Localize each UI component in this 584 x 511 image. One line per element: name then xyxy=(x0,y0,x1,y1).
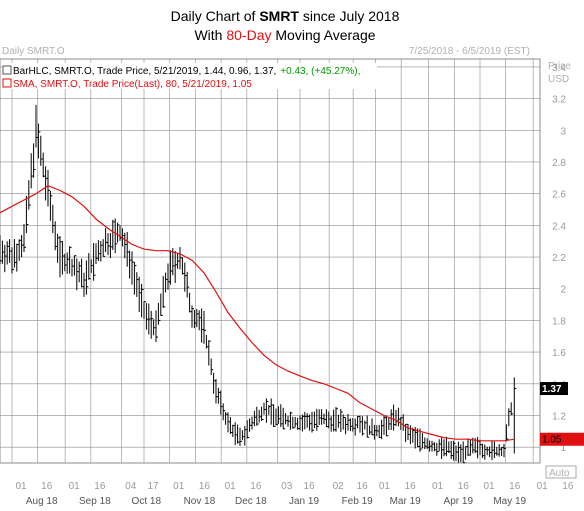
legend-bar-text: BarHLC, SMRT.O, Trade Price, 5/21/2019, … xyxy=(13,66,360,77)
x-month-label: Mar 19 xyxy=(390,496,422,507)
y-tick-label: 1 xyxy=(560,443,566,454)
last-price-tag xyxy=(540,382,568,396)
gridlines xyxy=(0,59,540,463)
y-tick-label: 2.6 xyxy=(552,190,566,201)
legend-bar-entry: BarHLC, SMRT.O, Trade Price, 5/21/2019, … xyxy=(2,65,360,77)
x-day-label: 01 xyxy=(379,481,391,492)
x-day-label: 16 xyxy=(357,481,369,492)
x-day-label: 03 xyxy=(281,481,293,492)
y-tick-label: 2.4 xyxy=(552,221,566,232)
plot-frame xyxy=(0,58,541,464)
x-day-label: 01 xyxy=(15,481,27,492)
legend-sma-text: SMA, SMRT.O, Trade Price(Last), 80, 5/21… xyxy=(13,79,252,90)
x-month-label: Oct 18 xyxy=(132,496,162,507)
x-axis-labels: 01 16 01 16 04 17 01 16 01 16 03 16 02 16 01 16 01 16 01 16… xyxy=(15,481,574,507)
y-tick-label: 1.6 xyxy=(552,348,566,359)
x-day-label: 16 xyxy=(250,481,262,492)
x-day-label: 17 xyxy=(147,481,159,492)
x-month-label: Nov 18 xyxy=(184,496,216,507)
x-day-label: 16 xyxy=(562,481,574,492)
x-day-label: 01 xyxy=(225,481,237,492)
y-tick-label: 3.2 xyxy=(552,95,566,106)
x-day-label: 01 xyxy=(537,481,549,492)
y-tick-label: 2.8 xyxy=(552,158,566,169)
chart-title-line2: With 80-Day Moving Average xyxy=(194,27,375,43)
sma-value-tag-label: 1.05 xyxy=(542,435,562,446)
symbol-label: Daily SMRT.O xyxy=(2,46,65,57)
legend-bar-swatch xyxy=(2,65,12,75)
x-month-label: Dec 18 xyxy=(235,496,267,507)
x-day-label: 16 xyxy=(509,481,521,492)
y-tick-label: 2.2 xyxy=(552,253,566,264)
x-month-label: Apr 19 xyxy=(444,496,474,507)
y-tick-label: 3.4 xyxy=(552,63,566,74)
x-day-label: 16 xyxy=(199,481,211,492)
x-day-label: 16 xyxy=(458,481,470,492)
x-day-label: 16 xyxy=(303,481,315,492)
y-tick-label: 1.2 xyxy=(552,411,566,422)
y-tick-label: 2 xyxy=(560,285,566,296)
legend-sma-entry: SMA, SMRT.O, Trade Price(Last), 80, 5/21… xyxy=(2,78,252,90)
x-day-label: 02 xyxy=(333,481,345,492)
x-month-label: Feb 19 xyxy=(342,496,374,507)
x-day-label: 16 xyxy=(94,481,106,492)
x-day-label: 01 xyxy=(483,481,495,492)
y-tick-label: 3 xyxy=(560,126,566,137)
x-month-label: Jan 19 xyxy=(289,496,319,507)
x-month-label: Aug 18 xyxy=(26,496,58,507)
x-day-label: 04 xyxy=(125,481,137,492)
price-bars xyxy=(0,104,517,464)
x-day-label: 01 xyxy=(173,481,185,492)
currency-label: USD xyxy=(548,74,569,85)
x-day-label: 16 xyxy=(405,481,417,492)
price-axis-title: Price xyxy=(548,61,571,72)
x-day-label: 01 xyxy=(432,481,444,492)
date-range-label: 7/25/2018 - 6/5/2019 (EST) xyxy=(409,46,530,57)
legend-bg xyxy=(2,63,377,89)
x-day-label: 01 xyxy=(69,481,81,492)
x-day-label: 16 xyxy=(41,481,53,492)
auto-scale-label: Auto xyxy=(549,468,570,479)
x-month-label: May 19 xyxy=(493,496,526,507)
auto-scale-button[interactable] xyxy=(545,465,577,479)
sma-line xyxy=(0,185,515,442)
chart-title-line1: Daily Chart of SMRT since July 2018 xyxy=(171,8,400,24)
y-axis-ticks: 3.43.232.82.62.42.221.81.61.41.21 xyxy=(552,63,566,454)
last-price-tag-label: 1.37 xyxy=(542,384,562,395)
legend-sma-swatch xyxy=(2,78,12,88)
y-tick-label: 1.8 xyxy=(552,316,566,327)
sma-value-tag xyxy=(540,432,584,446)
x-month-label: Sep 18 xyxy=(79,496,111,507)
